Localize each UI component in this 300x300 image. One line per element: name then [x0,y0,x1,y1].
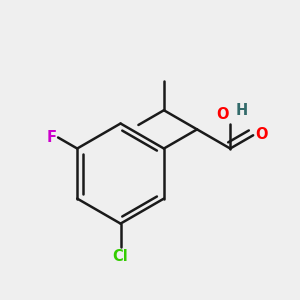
Text: O: O [216,107,229,122]
Text: H: H [236,103,248,118]
Text: Cl: Cl [113,249,128,264]
Text: F: F [46,130,57,145]
Text: O: O [256,127,268,142]
